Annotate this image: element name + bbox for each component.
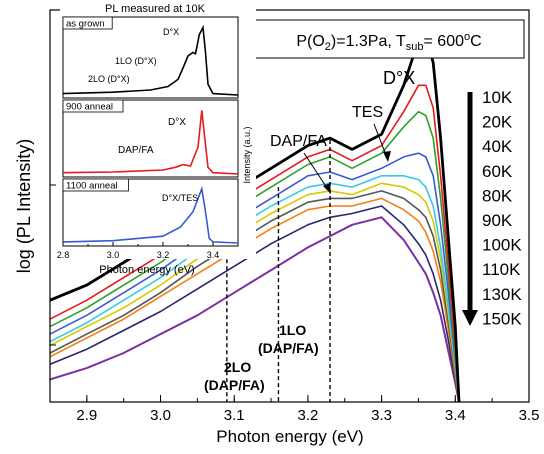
series-line-150K — [50, 216, 460, 402]
temperature-legend: 10K 20K 40K 60K 80K 90K 100K 110K 130K 150K — [462, 88, 522, 328]
legend-label-90K: 90K — [482, 211, 513, 230]
inset-x-tick-label: 3.2 — [157, 250, 170, 260]
legend-label-100K: 100K — [482, 236, 522, 255]
annotation-2lo-line1: 2LO — [224, 359, 251, 375]
annotation-tes: TES — [352, 104, 383, 121]
annotation-d0x: D°X — [383, 68, 415, 88]
inset-x-tick-label: 2.8 — [57, 250, 70, 260]
main-x-axis: 2.9 3.0 3.1 3.2 3.3 3.4 3.5 — [49, 395, 540, 424]
inset-annotation: DAP/FA — [118, 145, 154, 156]
series-line-80K — [50, 175, 460, 402]
annotation-dap-fa: DAP/FA — [270, 133, 327, 150]
legend-arrow-head — [462, 310, 478, 326]
inset-panel-label: 1100 anneal — [66, 181, 118, 192]
inset-panel-label: 900 anneal — [66, 102, 113, 113]
legend-label-20K: 20K — [482, 113, 513, 132]
legend-label-40K: 40K — [482, 137, 513, 156]
x-tick-label: 3.1 — [224, 407, 245, 424]
inset-x-axis-label: Photon energy (eV) — [99, 264, 194, 276]
x-tick-label: 3.2 — [297, 407, 318, 424]
x-tick-label: 3.4 — [445, 407, 466, 424]
series-line-40K — [50, 110, 460, 402]
inset-panel-label-box — [62, 16, 113, 30]
series-line-130K — [50, 205, 460, 402]
x-tick-label: 3.0 — [150, 407, 171, 424]
inset-spectrum-line — [62, 185, 239, 244]
inset-panel-frame — [62, 99, 239, 178]
inset-annotation: D°X/TES — [162, 193, 198, 203]
inset-x-tick-label: 3.0 — [107, 250, 120, 260]
inset-title: PL measured at 10K — [105, 3, 206, 15]
x-tick-label: 2.9 — [76, 407, 97, 424]
condition-box: P(O2)=1.3Pa, Tsub= 600oC — [254, 19, 525, 59]
series-line-60K — [50, 152, 460, 402]
legend-label-150K: 150K — [482, 309, 522, 328]
inset-panel-label-box — [62, 99, 124, 113]
annotation-1lo-line1: 1LO — [279, 322, 306, 338]
inset-x-axis: 2.8 3.0 3.2 3.4 — [57, 242, 220, 260]
main-plot-frame — [49, 9, 530, 403]
inset-panel-label: as grown — [66, 19, 105, 30]
inset-spectrum-line — [62, 24, 239, 96]
inset-y-axis-label: Intensity (a.u.) — [242, 126, 252, 183]
arrow-dap-fa — [303, 152, 330, 192]
inset-spectra: as grown 900 anneal 1100 anneal — [62, 16, 239, 247]
series-line-100K — [50, 190, 460, 402]
arrow-tes-head — [383, 151, 391, 162]
inset-annotation: 2LO (D°X) — [88, 74, 130, 84]
annotation-1lo-line2: (DAP/FA) — [258, 340, 319, 356]
condition-label: P(O2)=1.3Pa, Tsub= 600oC — [296, 31, 481, 53]
legend-label-110K: 110K — [482, 260, 521, 279]
legend-label-10K: 10K — [482, 88, 513, 107]
inset-spectrum-line — [62, 110, 239, 175]
legend-label-60K: 60K — [482, 162, 513, 181]
annotation-2lo-line2: (DAP/FA) — [204, 377, 265, 393]
inset-panel-label-box — [62, 178, 129, 192]
legend-label-130K: 130K — [482, 285, 522, 304]
inset-annotation: 1LO (D°X) — [115, 56, 157, 66]
legend-label-80K: 80K — [482, 186, 513, 205]
main-chart: 2.9 3.0 3.1 3.2 3.3 3.4 3.5 Photon energy (eV)… — [14, 9, 540, 446]
series-line-110K — [50, 197, 460, 402]
inset-panel: PL measured at 10K as grown 900 anneal 110… — [57, 3, 256, 276]
main-x-axis-label: Photon energy (eV) — [216, 427, 363, 446]
arrow-dap-fa-head — [323, 183, 331, 194]
inset-x-tick-label: 3.4 — [207, 250, 220, 260]
inset-annotation: D°X — [163, 27, 179, 37]
main-y-axis-label: log (PL Intensity) — [14, 139, 34, 273]
inset-annotation: D°X — [168, 117, 186, 128]
series-line-90K — [50, 182, 460, 402]
x-tick-label: 3.5 — [519, 407, 540, 424]
x-tick-label: 3.3 — [371, 407, 392, 424]
